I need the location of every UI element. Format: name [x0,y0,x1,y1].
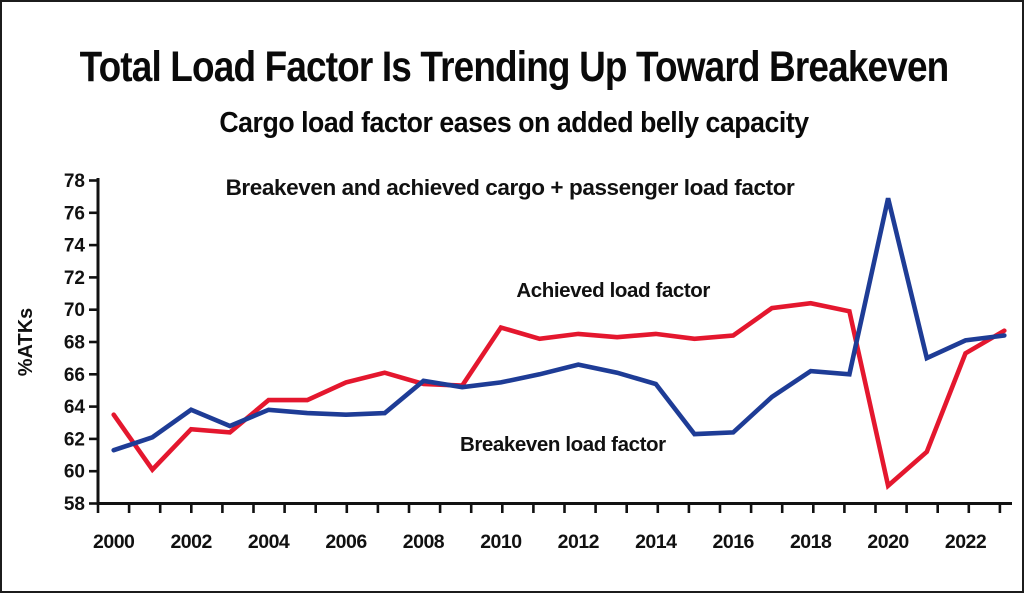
chart-title: Breakeven and achieved cargo + passenger… [226,175,795,200]
x-tick-label: 2020 [867,531,909,553]
x-tick-label: 2002 [170,531,212,553]
y-tick-label: 60 [64,462,85,483]
y-tick-label: 72 [64,268,85,289]
x-tick-label: 2016 [713,531,755,553]
y-tick-label: 74 [64,236,86,257]
x-tick-label: 2010 [480,531,522,553]
x-tick-label: 2008 [403,531,445,553]
y-tick-label: 58 [64,494,85,515]
y-tick-label: 70 [64,300,85,321]
y-tick-label: 76 [64,203,85,224]
series-label-breakeven: Breakeven load factor [460,433,666,456]
x-axis: 2000 2002 2004 2006 2008 2010 2012 2014 2016 2018… [93,502,1012,553]
y-axis: 58 60 62 64 66 68 70 72 74 76 78 [64,171,100,515]
y-tick-label: 68 [64,333,85,354]
y-tick-label: 66 [64,365,85,386]
series-line-achieved [111,300,1007,490]
y-axis-title: %ATKs [15,308,37,377]
x-tick-label: 2022 [945,531,987,553]
x-tick-label: 2000 [93,531,135,553]
y-tick-label: 78 [64,171,85,192]
y-tick-label: 64 [64,397,86,418]
y-tick-label: 62 [64,429,85,450]
x-tick-label: 2004 [248,531,290,553]
x-tick-label: 2014 [635,531,677,553]
series-label-achieved: Achieved load factor [516,279,710,302]
x-tick-label: 2012 [558,531,600,553]
x-tick-label: 2018 [790,531,832,553]
x-tick-label: 2006 [325,531,367,553]
page-subtitle: Cargo load factor eases on added belly c… [219,107,809,139]
page-title: Total Load Factor Is Trending Up Toward … [79,43,950,91]
series-line-breakeven [111,197,1007,453]
